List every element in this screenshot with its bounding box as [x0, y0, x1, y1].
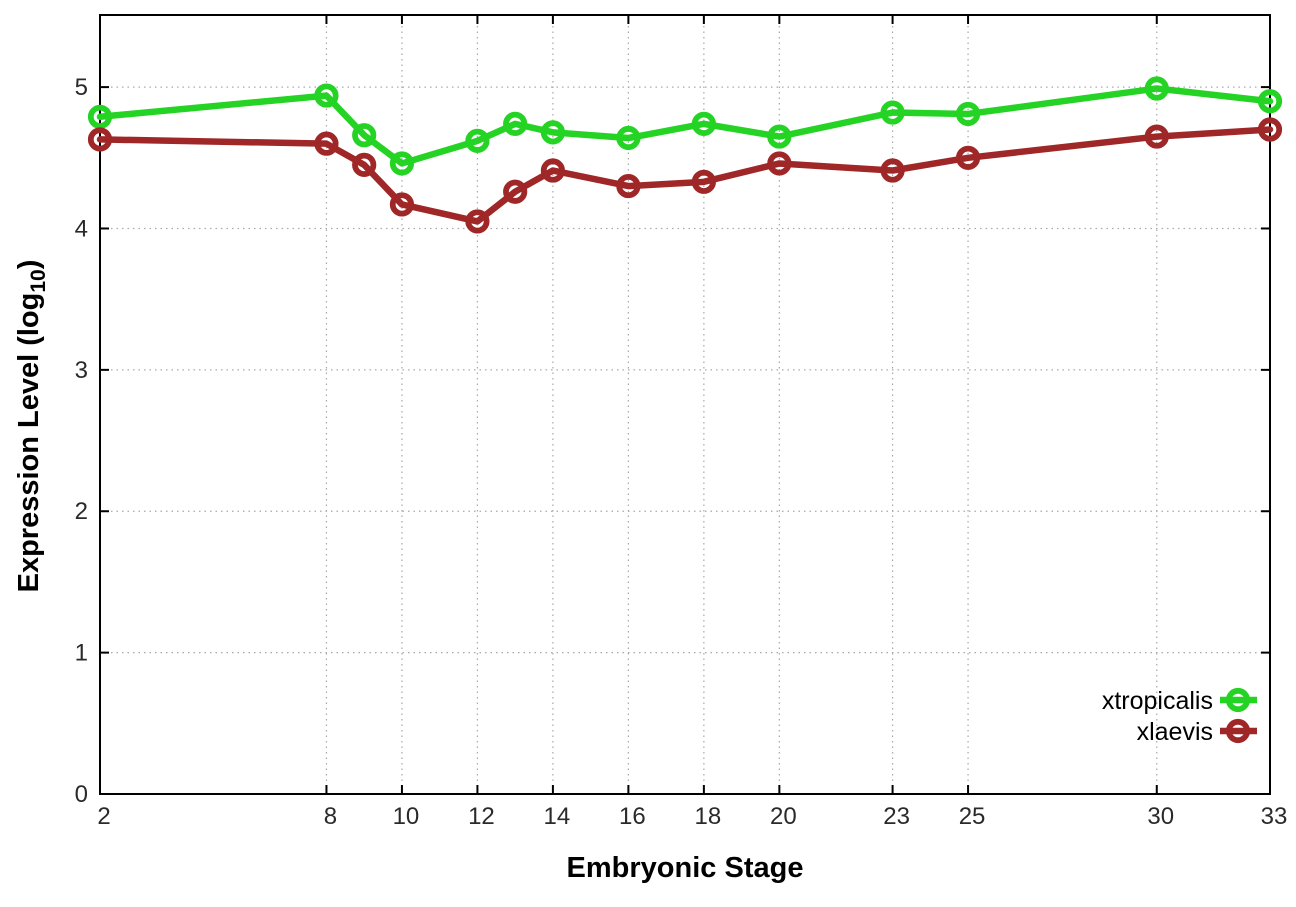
data-point-marker [540, 120, 566, 145]
data-point-marker [87, 127, 113, 152]
legend-label: xlaevis [1137, 718, 1213, 746]
data-point-marker [1144, 76, 1169, 101]
x-tick-label: 16 [619, 803, 646, 830]
x-tick-label: 14 [544, 803, 571, 830]
data-point-marker [465, 209, 490, 234]
data-point-marker [880, 100, 905, 125]
series-xtropicalis [87, 76, 1283, 176]
x-axis-label: Embryonic Stage [567, 852, 804, 884]
data-series [87, 76, 1283, 234]
xtropicalis-line [96, 85, 1274, 167]
data-point-marker [87, 104, 113, 129]
x-tick-label: 8 [324, 803, 337, 830]
data-point-marker [314, 83, 339, 108]
data-point-marker [691, 169, 716, 194]
x-tick-label: 2 [97, 803, 110, 830]
y-tick-label: 3 [75, 357, 88, 384]
y-tick-label: 1 [75, 640, 88, 667]
data-point-marker [691, 111, 716, 136]
plot-border [99, 14, 1271, 795]
data-point-marker [616, 125, 641, 151]
y-axis-label: Expression Level (log10) [13, 260, 50, 593]
x-tick-label: 18 [695, 803, 722, 830]
data-point-marker [767, 124, 792, 149]
y-tick-label: 4 [75, 215, 88, 242]
legend-item-xlaevis: xlaevis [1137, 718, 1257, 746]
data-point-marker [880, 158, 905, 183]
y-tick-labels: 0 1 2 3 4 5 [75, 74, 88, 808]
border-rect [99, 14, 1271, 795]
data-point-marker [540, 158, 566, 183]
data-point-marker [352, 123, 377, 148]
y-tick-label: 0 [75, 781, 88, 808]
x-tick-label: 23 [883, 803, 910, 830]
data-point-marker [955, 145, 981, 170]
x-tick-label: 12 [468, 803, 495, 830]
axis-ticks [99, 15, 1271, 795]
data-point-marker [955, 101, 981, 127]
x-tick-label: 33 [1261, 803, 1288, 830]
data-point-marker [352, 152, 377, 177]
legend-label: xtropicalis [1102, 687, 1213, 715]
data-point-marker [389, 192, 415, 217]
x-tick-label: 25 [959, 803, 986, 830]
data-point-marker [1144, 124, 1169, 149]
data-point-marker [503, 179, 528, 204]
data-point-marker [465, 128, 490, 153]
y-tick-label: 5 [75, 74, 88, 101]
legend: xtropicalis xlaevis [1102, 687, 1257, 746]
data-point-marker [767, 151, 792, 176]
xlaevis-line [96, 126, 1274, 225]
data-point-marker [616, 173, 641, 199]
data-point-marker [1257, 117, 1283, 142]
legend-sample-marker [1225, 718, 1251, 744]
x-tick-label: 30 [1147, 803, 1174, 830]
data-point-marker [1257, 89, 1283, 114]
x-tick-labels: 2 8 10 12 14 16 18 20 23 25 30 33 [97, 803, 1287, 830]
y-tick-label: 2 [75, 498, 88, 525]
data-point-marker [389, 151, 415, 176]
legend-item-xtropicalis: xtropicalis [1102, 687, 1257, 715]
data-point-marker [314, 131, 339, 156]
legend-sample-marker [1225, 687, 1251, 713]
gridlines [99, 15, 1271, 794]
data-point-marker [503, 111, 528, 136]
x-tick-label: 20 [770, 803, 797, 830]
x-tick-label: 10 [393, 803, 420, 830]
series-xlaevis [87, 117, 1283, 234]
